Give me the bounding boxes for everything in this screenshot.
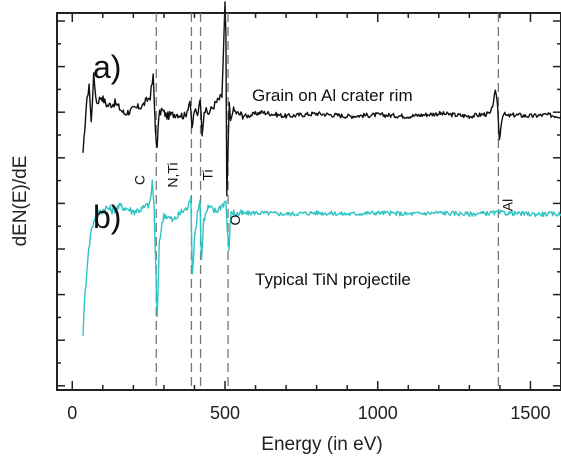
x-tick-label: 0 xyxy=(67,403,77,423)
element-label-c: C xyxy=(131,175,147,185)
y-axis-title: dEN(E)/dE xyxy=(10,156,31,247)
plot-frame xyxy=(56,12,561,391)
x-tick-label: 1500 xyxy=(510,403,550,423)
x-tick-label: 500 xyxy=(210,403,240,423)
series-label-b: Typical TiN projectile xyxy=(255,270,411,289)
element-label-al: Al xyxy=(499,199,515,211)
panel-label-b: b) xyxy=(93,199,121,235)
element-label-nti: N,Ti xyxy=(164,162,180,187)
element-labels: C N,Ti Ti O Al xyxy=(131,162,515,225)
x-tick-labels: 0 500 1000 1500 xyxy=(67,403,550,423)
series-line-grain-al-crater-rim xyxy=(82,1,561,197)
series-label-a: Grain on Al crater rim xyxy=(252,86,413,105)
axis-ticks xyxy=(57,13,561,390)
panel-label-a: a) xyxy=(93,49,121,85)
series-line-tin-projectile xyxy=(82,179,561,337)
element-label-ti: Ti xyxy=(200,169,216,180)
series-layer xyxy=(82,1,561,337)
x-axis-title: Energy (in eV) xyxy=(261,434,382,455)
element-label-o: O xyxy=(227,214,243,225)
x-tick-label: 1000 xyxy=(358,403,398,423)
